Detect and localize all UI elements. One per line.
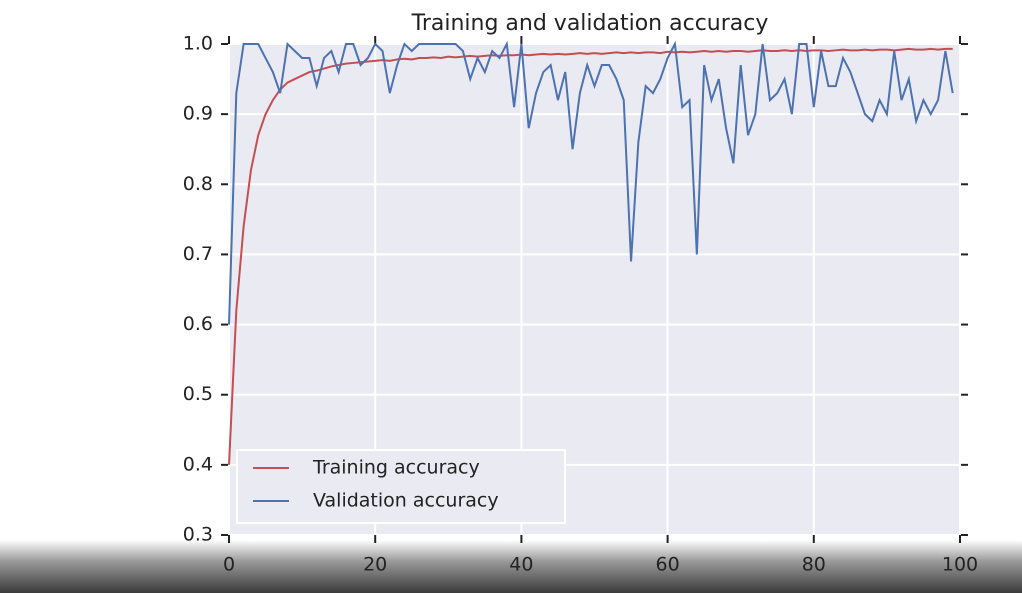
y-tick-label: 0.5 [183,383,213,405]
y-tick-label: 1.0 [183,33,213,55]
x-tick-label: 40 [509,554,533,576]
y-tick-label: 0.4 [183,453,213,475]
y-tick-label: 0.7 [183,243,213,265]
x-tick-label: 80 [802,554,826,576]
legend-label: Validation accuracy [313,490,499,512]
y-tick-label: 0.6 [183,313,213,335]
legend-box [236,449,566,524]
player-bar [0,540,1022,593]
line-series [228,47,953,465]
x-tick-label: 20 [363,554,387,576]
x-tick-label: 60 [656,554,680,576]
y-tick-label: 0.9 [183,103,213,125]
line-series [228,40,954,325]
x-tick-label: 0 [223,554,235,576]
legend-label: Training accuracy [312,457,480,479]
y-tick-label: 0.8 [183,173,213,195]
x-tick-label: 100 [942,554,978,576]
y-tick-label: 0.3 [183,524,213,546]
chart-title: Training and validation accuracy [411,11,769,36]
